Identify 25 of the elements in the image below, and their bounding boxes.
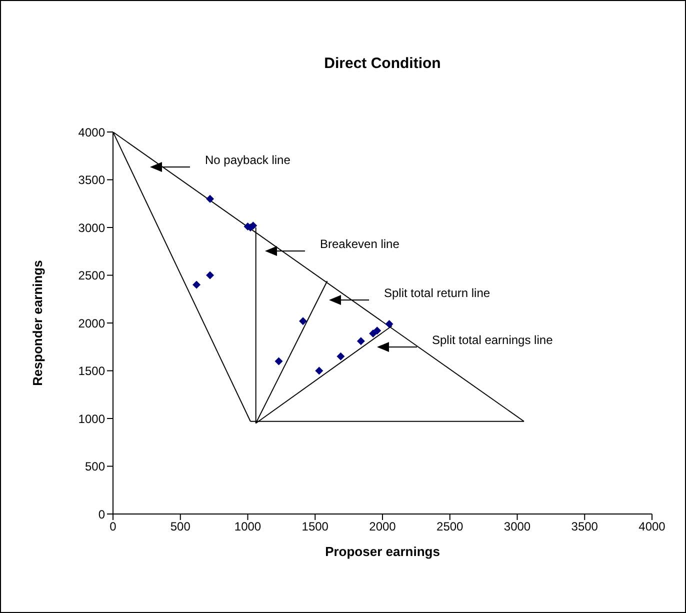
y-tick-label: 1500 (78, 364, 106, 378)
x-tick-label: 0 (110, 520, 117, 534)
y-tick-label: 2500 (78, 268, 106, 283)
y-tick-label: 1000 (78, 412, 106, 426)
annotation: No payback line (205, 153, 291, 167)
x-tick-label: 1500 (302, 520, 329, 534)
y-tick-label: 4000 (78, 125, 106, 140)
x-tick-label: 2500 (436, 520, 464, 534)
y-axis-title: Responder earnings (30, 260, 45, 386)
x-tick-label: 500 (170, 520, 191, 534)
annotation: Split total earnings line (432, 333, 554, 347)
annotation: Split total return line (384, 286, 490, 300)
y-tick-label: 0 (98, 507, 106, 522)
y-tick-label: 2000 (78, 316, 106, 330)
y-tick-label: 3000 (78, 220, 106, 235)
x-tick-label: 3500 (571, 520, 598, 534)
x-tick-label: 4000 (638, 520, 666, 534)
x-tick-label: 2000 (369, 520, 396, 534)
annotation: Breakeven line (320, 237, 400, 251)
x-tick-label: 1000 (234, 520, 262, 534)
y-tick-label: 3500 (78, 173, 106, 188)
x-tick-label: 3000 (504, 520, 531, 534)
y-tick-label: 500 (84, 460, 106, 474)
x-axis-title: Proposer earnings (325, 544, 440, 559)
chart-title: Direct Condition (324, 55, 441, 72)
